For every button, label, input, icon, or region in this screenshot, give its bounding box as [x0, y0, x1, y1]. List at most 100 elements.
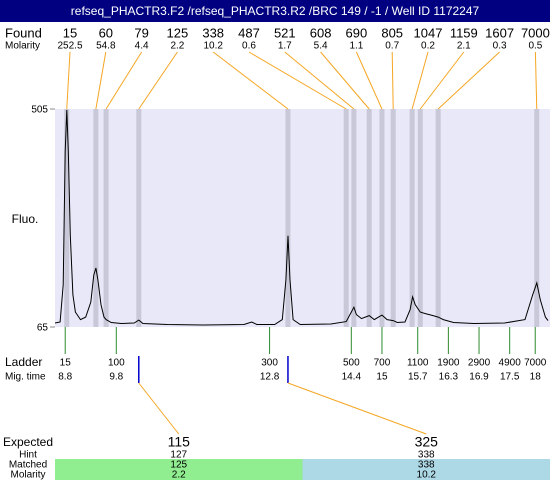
found-label: Found [5, 25, 42, 40]
peak-connector [411, 51, 429, 110]
peak-connector [437, 51, 500, 110]
hint-value: 127 [170, 450, 187, 461]
peak-size: 7000 [521, 25, 550, 40]
peak-band [417, 109, 423, 327]
expected-connector [287, 382, 427, 435]
y-tick-label: 505 [31, 105, 48, 116]
molarity-value: 10.2 [417, 470, 437, 480]
peak-molarity: 1.7 [278, 41, 292, 52]
peak-molarity: 0.5 [528, 41, 542, 52]
peak-molarity: 0.2 [421, 41, 435, 52]
y-tick-label: 65 [37, 323, 49, 334]
ladder-size: 2900 [468, 358, 491, 369]
ladder-time: 17.5 [500, 372, 520, 383]
peak-connector [284, 51, 355, 110]
ladder-size: 1100 [407, 358, 429, 369]
peak-connector [248, 51, 347, 110]
peak-band [285, 109, 291, 327]
peak-connector [212, 51, 289, 110]
peak-size: 338 [202, 25, 224, 40]
hint-label: Hint [19, 450, 37, 461]
matched-bar [55, 459, 303, 480]
peak-connector [105, 51, 143, 110]
mig-time-label: Mig. time [5, 372, 46, 383]
ladder-size: 4900 [499, 358, 522, 369]
peak-connector [419, 51, 465, 110]
ladder-time: 12.8 [260, 372, 280, 383]
peak-size: 1047 [414, 25, 443, 40]
expected-label: Expected [3, 435, 53, 449]
ladder-time: 14.4 [342, 372, 362, 383]
trace [54, 109, 549, 326]
peak-size: 1607 [485, 25, 514, 40]
ladder-size: 500 [343, 358, 360, 369]
ladder-time: 8.8 [58, 372, 72, 383]
peak-band [343, 109, 349, 327]
matched-value: 125 [170, 460, 187, 471]
ladder-size: 700 [374, 358, 391, 369]
ladder-size: 7000 [524, 358, 547, 369]
ladder-size: 100 [108, 358, 125, 369]
peak-molarity: 0.7 [385, 41, 399, 52]
peak-band [136, 109, 142, 327]
peak-molarity: 0.3 [493, 41, 507, 52]
peak-band [64, 109, 70, 327]
peak-band [93, 109, 99, 327]
ladder-size: 15 [60, 358, 72, 369]
peak-size: 79 [134, 25, 148, 40]
peak-band [390, 109, 396, 327]
expected-molarity-label: Molarity [10, 470, 45, 480]
peak-size: 1159 [450, 25, 478, 40]
peak-connector [95, 51, 107, 110]
peak-size: 690 [346, 25, 368, 40]
ladder-label: Ladder [5, 355, 42, 369]
peak-connector [391, 51, 394, 110]
peak-band [534, 109, 540, 327]
peak-connector [138, 51, 178, 110]
peak-connector [66, 51, 71, 110]
ladder-time: 18 [530, 372, 542, 383]
expected-connector [138, 382, 180, 435]
peak-band [409, 109, 415, 327]
peak-molarity: 4.4 [135, 41, 149, 52]
title-bar [0, 0, 550, 22]
peak-size: 521 [274, 25, 296, 40]
peak-molarity: 10.2 [203, 41, 223, 52]
hint-value: 338 [418, 450, 435, 461]
ladder-time: 16.9 [469, 372, 489, 383]
peak-molarity: 0.6 [242, 41, 256, 52]
peak-molarity: 2.2 [170, 41, 184, 52]
peak-band [366, 109, 372, 327]
peak-size: 60 [99, 25, 113, 40]
peak-connector [320, 51, 370, 110]
peak-molarity: 2.1 [457, 41, 471, 52]
plot-area [55, 109, 550, 327]
title: refseq_PHACTR3.F2 /refseq_PHACTR3.R2 /BR… [71, 4, 480, 18]
y-label: Fluo. [12, 212, 39, 226]
molarity-label: Molarity [5, 41, 40, 52]
peak-size: 15 [63, 25, 77, 40]
peak-molarity: 54.8 [96, 41, 116, 52]
ladder-size: 1900 [437, 358, 460, 369]
peak-molarity: 1.1 [349, 41, 363, 52]
matched-value: 338 [418, 460, 435, 471]
peak-size: 805 [381, 25, 403, 40]
peak-connector [534, 51, 538, 110]
matched-label: Matched [9, 460, 47, 471]
peak-size: 608 [310, 25, 332, 40]
peak-size: 125 [167, 25, 189, 40]
expected-value: 325 [415, 434, 439, 450]
peak-band [435, 109, 441, 327]
peak-band [351, 109, 357, 327]
ladder-time: 15.7 [408, 372, 428, 383]
ladder-time: 15 [376, 372, 388, 383]
expected-value: 115 [168, 434, 191, 450]
ladder-time: 16.3 [439, 372, 459, 383]
peak-band [103, 109, 109, 327]
matched-bar [302, 459, 550, 480]
peak-band [379, 109, 385, 327]
molarity-value: 2.2 [172, 470, 186, 480]
peak-connector [355, 51, 383, 110]
ladder-size: 300 [261, 358, 278, 369]
